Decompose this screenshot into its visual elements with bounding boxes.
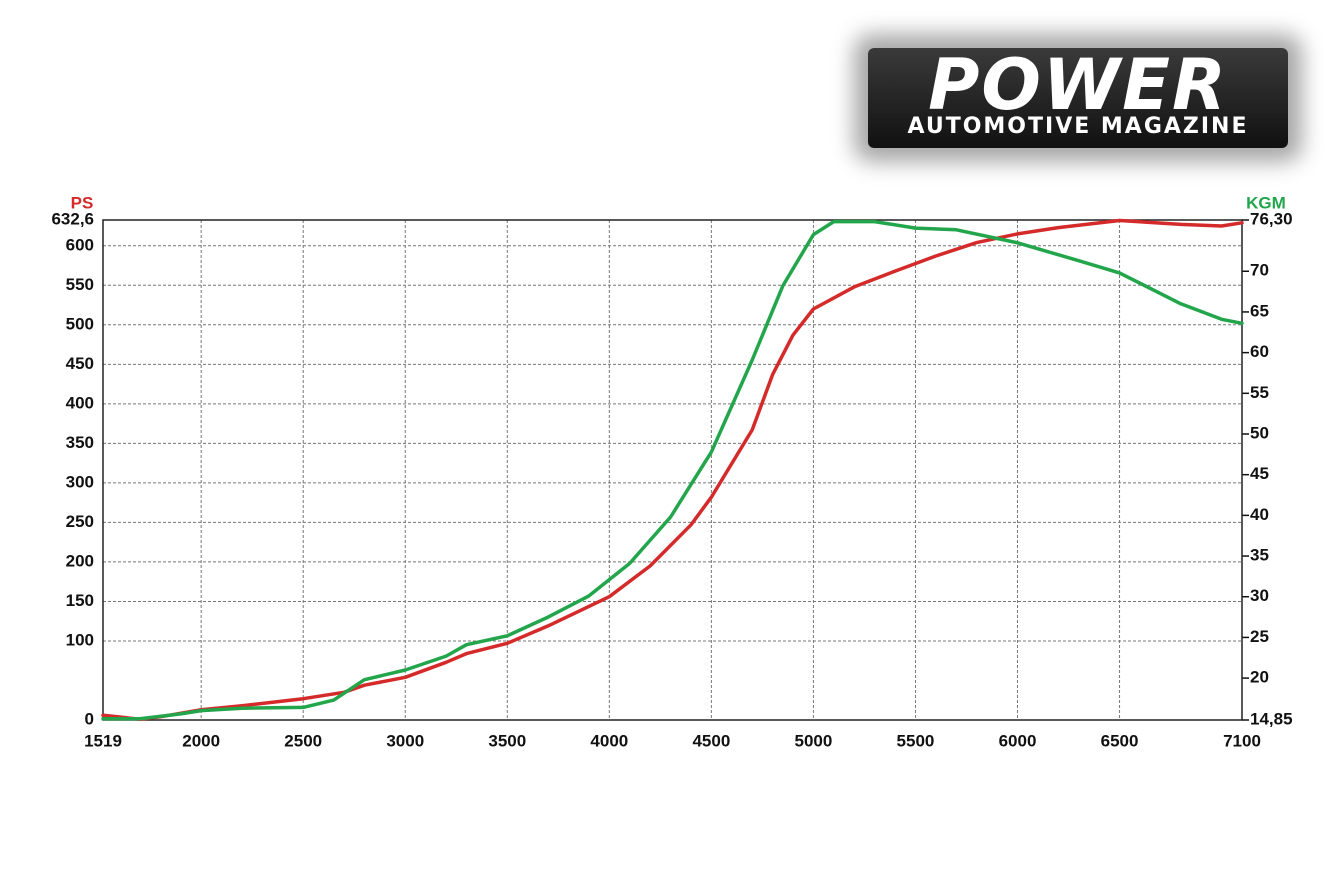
y2-tick-label: 50 (1250, 423, 1269, 442)
y-tick-label: 632,6 (51, 209, 94, 228)
x-tick-label: 5500 (897, 731, 935, 750)
y2-tick-label: 20 (1250, 668, 1269, 687)
x-tick-label: 2000 (182, 731, 220, 750)
y-tick-label: 0 (85, 709, 94, 728)
y2-tick-label: 35 (1250, 546, 1269, 565)
plot-frame (102, 219, 1243, 721)
logo: POWER AUTOMOTIVE MAGAZINE (868, 44, 1288, 148)
y-tick-label: 200 (66, 551, 94, 570)
y-tick-label: 400 (66, 393, 94, 412)
y-tick-label: 550 (66, 275, 94, 294)
x-tick-label: 1519 (84, 731, 122, 750)
x-tick-label: 4500 (692, 731, 730, 750)
y2-tick-label: 40 (1250, 505, 1269, 524)
series-line (101, 218, 1244, 721)
x-tick-label: 5000 (795, 731, 833, 750)
series-line (101, 219, 1244, 721)
y-tick-label: 450 (66, 354, 94, 373)
y2-tick-label: 76,30 (1250, 209, 1293, 228)
x-tick-label: 7100 (1223, 731, 1261, 750)
y-axis-title: PS (71, 193, 94, 212)
x-tick-label: 4000 (590, 731, 628, 750)
y-tick-label: 250 (66, 512, 94, 531)
x-tick-label: 6500 (1101, 731, 1139, 750)
y-tick-label: 150 (66, 591, 94, 610)
y2-tick-label: 60 (1250, 342, 1269, 361)
y-tick-label: 500 (66, 314, 94, 333)
x-tick-label: 6000 (999, 731, 1037, 750)
y2-tick-label: 14,85 (1250, 709, 1293, 728)
logo-title: POWER (928, 44, 1228, 126)
y2-tick-label: 55 (1250, 383, 1269, 402)
y2-tick-label: 70 (1250, 261, 1269, 280)
x-tick-label: 3500 (488, 731, 526, 750)
y-tick-label: 350 (66, 433, 94, 452)
y2-tick-label: 30 (1250, 586, 1269, 605)
logo-subtitle: AUTOMOTIVE MAGAZINE (907, 114, 1249, 139)
y-tick-label: 600 (66, 235, 94, 254)
y2-axis-title: KGM (1246, 193, 1286, 212)
x-tick-label: 2500 (284, 731, 322, 750)
y-tick-label: 100 (66, 630, 94, 649)
y2-tick-label: 25 (1250, 627, 1269, 646)
y2-tick-label: 65 (1250, 301, 1269, 320)
x-tick-label: 3000 (386, 731, 424, 750)
y-tick-label: 300 (66, 472, 94, 491)
y2-tick-label: 45 (1250, 464, 1269, 483)
